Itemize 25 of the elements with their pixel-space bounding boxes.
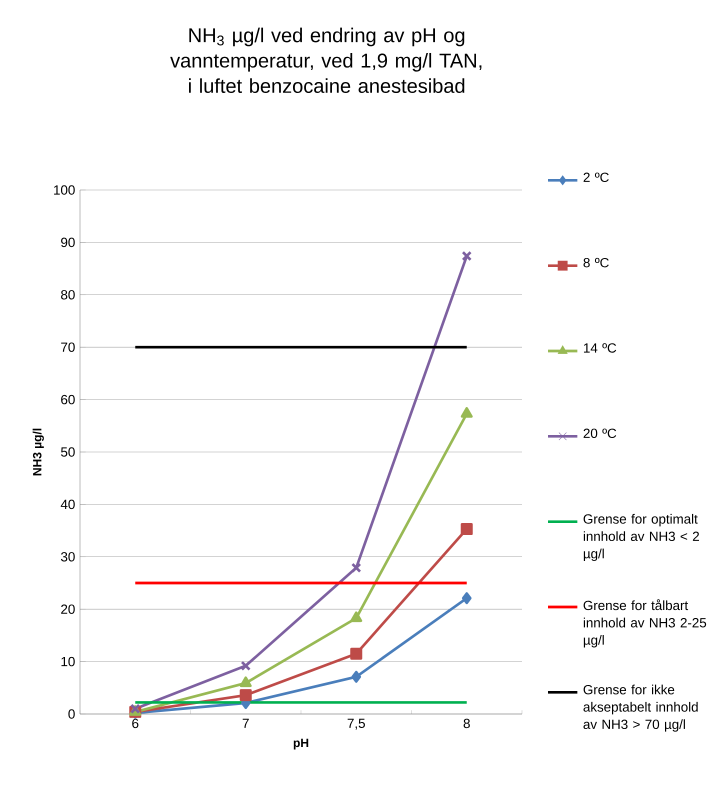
y-tick-label: 80 <box>61 290 75 300</box>
y-tick-label: 90 <box>61 238 75 248</box>
y-tick-label: 20 <box>61 604 75 614</box>
chart-title: NH$_{3}$ µg/l ved endring av pH og vanntemperatur, ved 1,9 mg/l TAN, i luftet benzocaine anestesibad <box>170 28 482 93</box>
y-tick-label: 50 <box>61 447 75 457</box>
legend-label: 8 ºC <box>584 258 609 268</box>
y-tick-label: 40 <box>60 500 75 510</box>
x-tick-label: 7 <box>242 718 249 728</box>
legend-label: 14 ºC <box>584 343 616 353</box>
x-tick-label: 8 <box>464 718 470 728</box>
y-tick-label: 70 <box>61 342 75 352</box>
y-tick-label: 60 <box>61 394 75 404</box>
y-tick-label: 100 <box>54 185 75 195</box>
legend-label: 20 ºC <box>584 428 616 438</box>
y-tick-label: 0 <box>68 709 75 719</box>
x-tick-label: 6 <box>132 718 138 728</box>
legend-label: Grense for optimalt innhold av NH3 < 2 µg/l <box>584 514 699 562</box>
x-axis-title: pH <box>294 738 308 750</box>
legend-label: Grense for ikke akseptabelt innhold av NH3 > 70 µg/l <box>584 684 698 732</box>
y-axis-title: NH3 µg/l <box>32 428 44 476</box>
x-tick-label: 7,5 <box>348 718 365 730</box>
legend-label: Grense for tålbart innhold av NH3 2-25 µg/l <box>584 599 706 648</box>
y-tick-label: 30 <box>60 552 75 562</box>
y-tick-label: 10 <box>61 656 75 666</box>
legend-label: 2 ºC <box>584 172 609 182</box>
